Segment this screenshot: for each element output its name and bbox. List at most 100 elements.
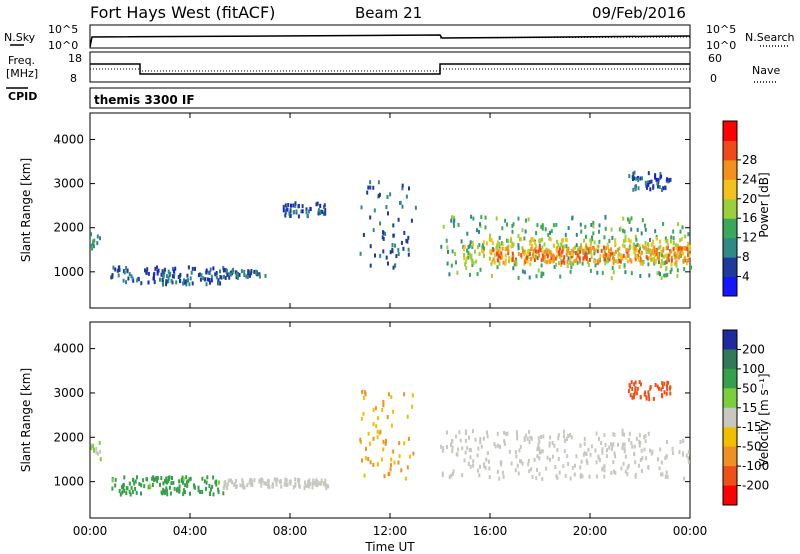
scatter-cell	[500, 251, 503, 256]
scatter-cell	[647, 243, 650, 247]
scatter-cell	[315, 480, 318, 485]
scatter-cell	[312, 478, 315, 483]
x-tick-label: 00:00	[73, 524, 108, 538]
scatter-cell	[682, 439, 685, 443]
scatter-cell	[482, 436, 485, 441]
scatter-cell	[146, 477, 149, 482]
scatter-cell	[463, 458, 466, 463]
scatter-cell	[557, 243, 560, 248]
scatter-cell	[478, 243, 481, 248]
scatter-cell	[171, 476, 173, 480]
scatter-cell	[663, 381, 666, 386]
scatter-cell	[685, 453, 688, 458]
scatter-cell	[541, 226, 544, 231]
scatter-cell	[587, 263, 590, 267]
scatter-cell	[585, 452, 588, 456]
scatter-cell	[542, 434, 545, 439]
scatter-cell	[319, 211, 322, 215]
scatter-cell	[311, 481, 314, 486]
scatter-cell	[504, 258, 507, 263]
scatter-cell	[561, 249, 564, 254]
scatter-cell	[606, 448, 608, 453]
scatter-cell	[471, 245, 474, 249]
scatter-cell	[185, 279, 188, 284]
scatter-cell	[679, 229, 682, 234]
scatter-cell	[455, 260, 457, 265]
scatter-cell	[639, 440, 642, 445]
scatter-cell	[380, 457, 383, 462]
scatter-cell	[503, 441, 506, 446]
scatter-cell	[531, 244, 534, 249]
scatter-cell	[194, 266, 196, 271]
scatter-cell	[604, 261, 607, 266]
scatter-cell	[184, 490, 186, 495]
scatter-cell	[557, 436, 560, 441]
scatter-cell	[165, 488, 168, 493]
scatter-cell	[376, 429, 379, 434]
scatter-cell	[184, 279, 187, 284]
scatter-cell	[169, 271, 172, 276]
scatter-cell	[186, 273, 189, 278]
scatter-cell	[616, 260, 619, 265]
scatter-cell	[526, 255, 528, 260]
scatter-cell	[508, 259, 510, 264]
scatter-cell	[543, 249, 546, 254]
scatter-cell	[635, 237, 638, 242]
colorbar-segment	[723, 159, 737, 180]
scatter-cell	[287, 203, 290, 207]
scatter-cell	[166, 492, 169, 497]
colorbar-tick-label: 28	[742, 153, 757, 167]
scatter-cell	[622, 461, 625, 466]
scatter-cell	[641, 244, 644, 249]
scatter-cell	[374, 253, 376, 258]
scatter-cell	[470, 257, 473, 262]
scatter-cell	[507, 251, 510, 256]
scatter-cell	[676, 273, 679, 278]
scatter-cell	[635, 436, 638, 441]
scatter-cell	[398, 454, 401, 459]
scatter-cell	[517, 216, 520, 221]
scatter-cell	[162, 487, 165, 492]
scatter-cell	[215, 275, 218, 280]
scatter-cell	[187, 479, 190, 484]
colorbar-segment	[723, 427, 737, 448]
scatter-cell	[558, 254, 561, 259]
scatter-cell	[369, 185, 372, 190]
scatter-cell	[165, 274, 168, 279]
scatter-cell	[322, 481, 325, 486]
scatter-cell	[528, 252, 531, 257]
scatter-cell	[559, 274, 562, 279]
scatter-cell	[246, 275, 249, 279]
scatter-cell	[394, 263, 397, 268]
scatter-cell	[656, 252, 659, 256]
scatter-cell	[153, 280, 156, 285]
scatter-cell	[667, 242, 670, 247]
scatter-cell	[632, 395, 635, 400]
scatter-cell	[638, 257, 641, 261]
scatter-cell	[366, 190, 369, 195]
scatter-cell	[643, 447, 646, 452]
scatter-cell	[538, 450, 541, 455]
scatter-cell	[384, 441, 387, 446]
scatter-cell	[407, 247, 410, 252]
scatter-cell	[529, 435, 532, 440]
scatter-cell	[363, 395, 366, 400]
scatter-cell	[585, 252, 588, 257]
scatter-cell	[614, 454, 617, 459]
scatter-cell	[517, 471, 520, 476]
scatter-cell	[598, 259, 601, 264]
scatter-cell	[476, 272, 479, 277]
scatter-cell	[186, 484, 189, 488]
scatter-cell	[181, 475, 184, 480]
scatter-cell	[446, 261, 449, 266]
scatter-cell	[633, 444, 636, 449]
scatter-cell	[92, 244, 95, 249]
scatter-cell	[688, 253, 691, 258]
scatter-cell	[188, 477, 191, 482]
scatter-cell	[361, 458, 363, 463]
scatter-cell	[511, 244, 514, 249]
scatter-cell	[608, 254, 611, 259]
scatter-cell	[217, 487, 220, 492]
scatter-cell	[128, 272, 131, 277]
